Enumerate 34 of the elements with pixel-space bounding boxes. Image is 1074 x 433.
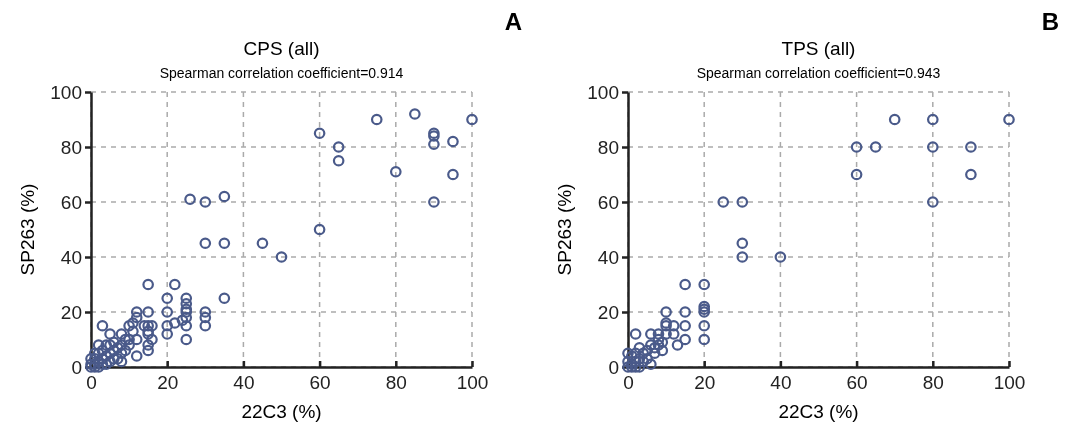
x-tick-label: 40 (770, 372, 792, 394)
y-tick-label: 80 (60, 136, 82, 158)
y-tick-label: 20 (60, 301, 82, 323)
y-tick-label: 60 (597, 191, 619, 213)
x-tick-label: 60 (846, 372, 868, 394)
y-tick-label: 80 (597, 136, 619, 158)
text: B (1041, 8, 1059, 35)
x-tick-label: 0 (623, 372, 634, 394)
y-axis-title: SP263 (%) (17, 183, 38, 276)
x-tick-label: 80 (385, 372, 407, 394)
x-axis-title: 22C3 (%) (241, 401, 322, 422)
chart-subtitle: Spearman correlation coefficient=0.943 (696, 65, 941, 81)
y-tick-label: 20 (597, 301, 619, 323)
y-tick-label: 0 (608, 356, 619, 378)
x-tick-label: 20 (694, 372, 716, 394)
y-tick-label: 0 (71, 356, 82, 378)
y-tick-label: 60 (60, 191, 82, 213)
x-tick-label: 100 (993, 372, 1026, 394)
y-axis-title: SP263 (%) (554, 183, 575, 276)
x-tick-label: 80 (922, 372, 944, 394)
y-tick-label: 100 (587, 81, 619, 103)
text: A (504, 8, 522, 35)
y-tick-label: 40 (60, 246, 82, 268)
x-tick-label: 100 (456, 372, 489, 394)
chart-title: TPS (all) (781, 38, 856, 59)
x-tick-label: 0 (86, 372, 97, 394)
chart-subtitle: Spearman correlation coefficient=0.914 (159, 65, 404, 81)
x-tick-label: 20 (157, 372, 179, 394)
x-tick-label: 40 (233, 372, 255, 394)
y-tick-label: 40 (597, 246, 619, 268)
x-axis-title: 22C3 (%) (778, 401, 859, 422)
x-tick-label: 60 (309, 372, 331, 394)
y-tick-label: 100 (50, 81, 82, 103)
chart-title: CPS (all) (243, 38, 320, 59)
